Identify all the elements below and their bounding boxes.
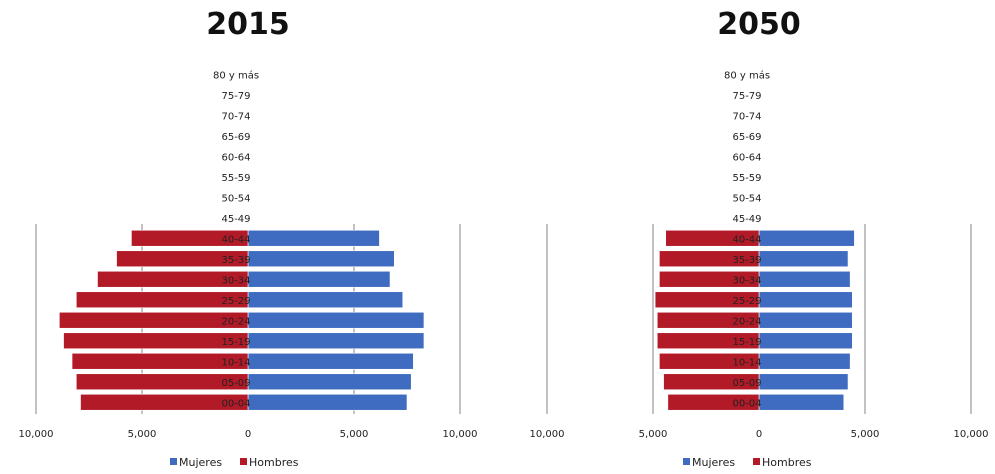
bar-mujeres	[758, 291, 853, 309]
x-tick-label: 0	[756, 429, 762, 440]
bar-mujeres	[758, 270, 851, 288]
age-label: 45-49	[732, 214, 761, 225]
x-tick-label: 10,000	[530, 429, 565, 440]
age-label: 00-04	[732, 398, 761, 409]
age-label: 65-69	[221, 132, 250, 143]
bar-hombres	[667, 393, 760, 411]
age-label: 40-44	[221, 234, 250, 245]
bar-hombres	[75, 373, 249, 391]
age-label: 05-09	[221, 378, 250, 389]
bar-mujeres	[247, 270, 391, 288]
legend-label-mujeres: Mujeres	[692, 456, 735, 469]
age-label: 50-54	[221, 193, 250, 204]
legend-swatch-hombres	[240, 458, 247, 465]
legend: Mujeres Hombres	[683, 456, 812, 469]
bar-mujeres	[247, 332, 425, 350]
age-label: 70-74	[732, 111, 761, 122]
bar-hombres	[659, 250, 760, 268]
age-label: 35-39	[221, 255, 250, 266]
x-tick-label: 5,000	[851, 429, 880, 440]
bar-hombres	[656, 332, 760, 350]
x-tick-label: 5,000	[128, 429, 157, 440]
legend-label-mujeres: Mujeres	[179, 456, 222, 469]
age-label: 30-34	[221, 275, 250, 286]
legend-swatch-mujeres	[170, 458, 177, 465]
bar-mujeres	[758, 229, 855, 247]
bar-mujeres	[247, 373, 412, 391]
x-tick-label: 10,000	[19, 429, 54, 440]
bar-hombres	[659, 270, 760, 288]
age-label: 60-64	[732, 152, 761, 163]
age-label: 05-09	[732, 378, 761, 389]
bar-mujeres	[758, 393, 845, 411]
bar-mujeres	[758, 352, 851, 370]
bar-hombres	[654, 291, 760, 309]
pyramid-panel-2050: 2050 80 y más 75-79 70-74 65-69 60-64 55-59 50-…	[530, 7, 989, 469]
x-tick-label: 10,000	[954, 429, 989, 440]
bar-mujeres	[247, 250, 395, 268]
legend: Mujeres Hombres	[170, 456, 299, 469]
bar-hombres	[80, 393, 249, 411]
age-label: 80 y más	[213, 69, 259, 81]
bar-hombres	[71, 352, 249, 370]
bar-hombres	[97, 270, 249, 288]
age-label: 55-59	[221, 173, 250, 184]
bar-hombres	[63, 332, 249, 350]
age-label: 80 y más	[724, 69, 770, 81]
age-label: 55-59	[732, 173, 761, 184]
bar-mujeres	[758, 373, 849, 391]
age-label: 00-04	[221, 398, 250, 409]
bar-hombres	[663, 373, 760, 391]
bar-hombres	[665, 229, 760, 247]
legend-label-hombres: Hombres	[249, 456, 299, 469]
age-label: 75-79	[732, 91, 761, 102]
legend-swatch-mujeres	[683, 458, 690, 465]
x-tick-label: 5,000	[340, 429, 369, 440]
bar-mujeres	[247, 291, 404, 309]
age-label: 15-19	[732, 337, 761, 348]
bar-hombres	[659, 352, 760, 370]
x-tick-label: 10,000	[443, 429, 478, 440]
chart-title: 2015	[206, 7, 290, 42]
bar-mujeres	[758, 250, 849, 268]
x-tick-label: 5,000	[639, 429, 668, 440]
bar-mujeres	[247, 311, 425, 329]
legend-swatch-hombres	[753, 458, 760, 465]
age-label: 10-14	[221, 357, 250, 368]
bar-hombres	[75, 291, 249, 309]
chart-title: 2050	[717, 7, 801, 42]
age-label: 60-64	[221, 152, 250, 163]
bar-mujeres	[247, 393, 408, 411]
age-label: 30-34	[732, 275, 761, 286]
age-label: 50-54	[732, 193, 761, 204]
age-label: 75-79	[221, 91, 250, 102]
bar-mujeres	[247, 352, 414, 370]
x-tick-label: 0	[245, 429, 251, 440]
age-label: 15-19	[221, 337, 250, 348]
age-label: 20-24	[732, 316, 761, 327]
age-label: 65-69	[732, 132, 761, 143]
bar-mujeres	[247, 229, 380, 247]
bar-mujeres	[758, 332, 853, 350]
age-label: 45-49	[221, 214, 250, 225]
bar-hombres	[656, 311, 760, 329]
age-label: 20-24	[221, 316, 250, 327]
legend-label-hombres: Hombres	[762, 456, 812, 469]
bar-hombres	[59, 311, 249, 329]
age-label: 40-44	[732, 234, 761, 245]
age-label: 10-14	[732, 357, 761, 368]
bar-mujeres	[758, 311, 853, 329]
pyramid-panel-2015: 2015 80 y más 75-79 70-74 65-69 60-64 55-59 50-…	[19, 7, 478, 469]
bar-hombres	[116, 250, 249, 268]
age-label: 25-29	[732, 296, 761, 307]
bar-hombres	[131, 229, 249, 247]
age-label: 35-39	[732, 255, 761, 266]
age-label: 25-29	[221, 296, 250, 307]
age-label: 70-74	[221, 111, 250, 122]
